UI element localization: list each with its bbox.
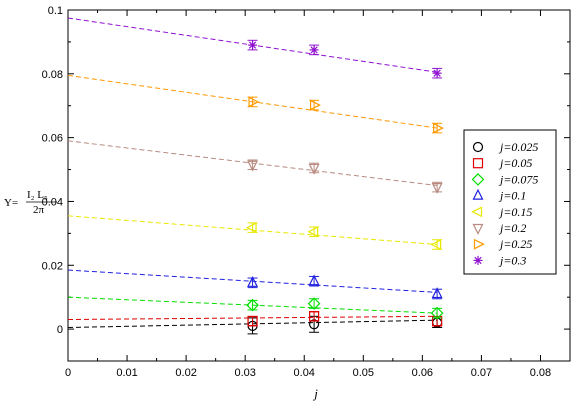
data-point xyxy=(246,298,259,312)
legend-label: j=0.25 xyxy=(498,237,532,251)
x-tick-label: 0.08 xyxy=(530,367,551,379)
y-tick-label: 0 xyxy=(57,324,63,336)
data-point xyxy=(308,163,320,175)
y-tick-label: 0.08 xyxy=(42,69,63,81)
star-marker-stroke xyxy=(433,69,441,77)
data-point xyxy=(433,122,444,134)
axis-ticks: 0 0.01 0.02 0.03 0.04 0.05 0.06 0.07 0.08 0 0.02 0.… xyxy=(42,5,570,379)
legend-label: j=0.1 xyxy=(498,189,526,203)
data-point xyxy=(248,96,260,108)
y-axis-symbol: Υ= xyxy=(4,197,18,209)
data-point xyxy=(245,222,257,234)
data-point xyxy=(431,287,443,299)
data-point xyxy=(308,311,320,322)
y-tick-label: 0.02 xyxy=(42,260,63,272)
x-tick-label: 0.01 xyxy=(116,367,137,379)
legend-label: j=0.2 xyxy=(498,221,526,235)
legend-marker xyxy=(472,141,484,153)
x-tick-label: 0.04 xyxy=(294,367,315,379)
y-tick-label: 0.04 xyxy=(42,196,63,208)
data-point xyxy=(308,274,320,286)
y-axis-numerator: I₂ L₅ xyxy=(27,189,48,201)
y-axis-title: Υ= I₂ L₅ 2π xyxy=(4,189,57,216)
y-tick-label: 0.06 xyxy=(42,133,63,145)
x-tick-label: 0 xyxy=(65,367,71,379)
x-tick-label: 0.07 xyxy=(471,367,492,379)
data-point xyxy=(430,306,444,320)
star-marker-stroke xyxy=(248,41,257,49)
plot-frame xyxy=(67,9,571,362)
legend-marker xyxy=(472,158,484,169)
legend-marker xyxy=(471,173,485,186)
legend-marker xyxy=(473,255,483,265)
data-point xyxy=(431,182,443,194)
data-point xyxy=(247,275,259,287)
legend-label: j=0.075 xyxy=(498,172,538,186)
data-points xyxy=(245,39,444,335)
star-marker-stroke xyxy=(474,256,482,265)
legend-marker xyxy=(472,188,484,200)
legend-marker xyxy=(471,206,483,218)
data-point xyxy=(432,68,442,78)
legend-label: j=0.3 xyxy=(498,253,526,267)
x-tick-label: 0.02 xyxy=(175,367,196,379)
legend-label: j=0.15 xyxy=(498,205,532,219)
legend-marker xyxy=(473,238,485,250)
x-tick-label: 0.05 xyxy=(353,367,374,379)
data-point xyxy=(247,160,259,172)
legend-label: j=0.05 xyxy=(498,156,532,170)
star-marker-stroke xyxy=(310,46,318,54)
legend-box xyxy=(463,129,557,275)
x-tick-label: 0.06 xyxy=(412,367,433,379)
data-point xyxy=(430,239,442,251)
y-tick-label: 0.1 xyxy=(48,5,63,17)
legend-marker xyxy=(472,223,484,235)
x-tick-label: 0.03 xyxy=(234,367,255,379)
legend-label: j=0.025 xyxy=(498,140,538,154)
legend-items: j=0.025 j=0.05 j=0.075 j=0.1 j=0.15 j=0.2 j=0.… xyxy=(471,140,538,267)
data-point xyxy=(307,226,319,238)
data-point xyxy=(307,297,321,310)
legend: j=0.025 j=0.05 j=0.075 j=0.1 j=0.15 j=0.2 j=0.… xyxy=(463,129,557,275)
x-axis-title: j xyxy=(312,386,318,401)
data-point xyxy=(309,99,321,111)
data-point xyxy=(309,45,319,55)
y-axis-denominator: 2π xyxy=(33,204,45,216)
data-point xyxy=(247,316,258,327)
data-point xyxy=(248,40,258,50)
